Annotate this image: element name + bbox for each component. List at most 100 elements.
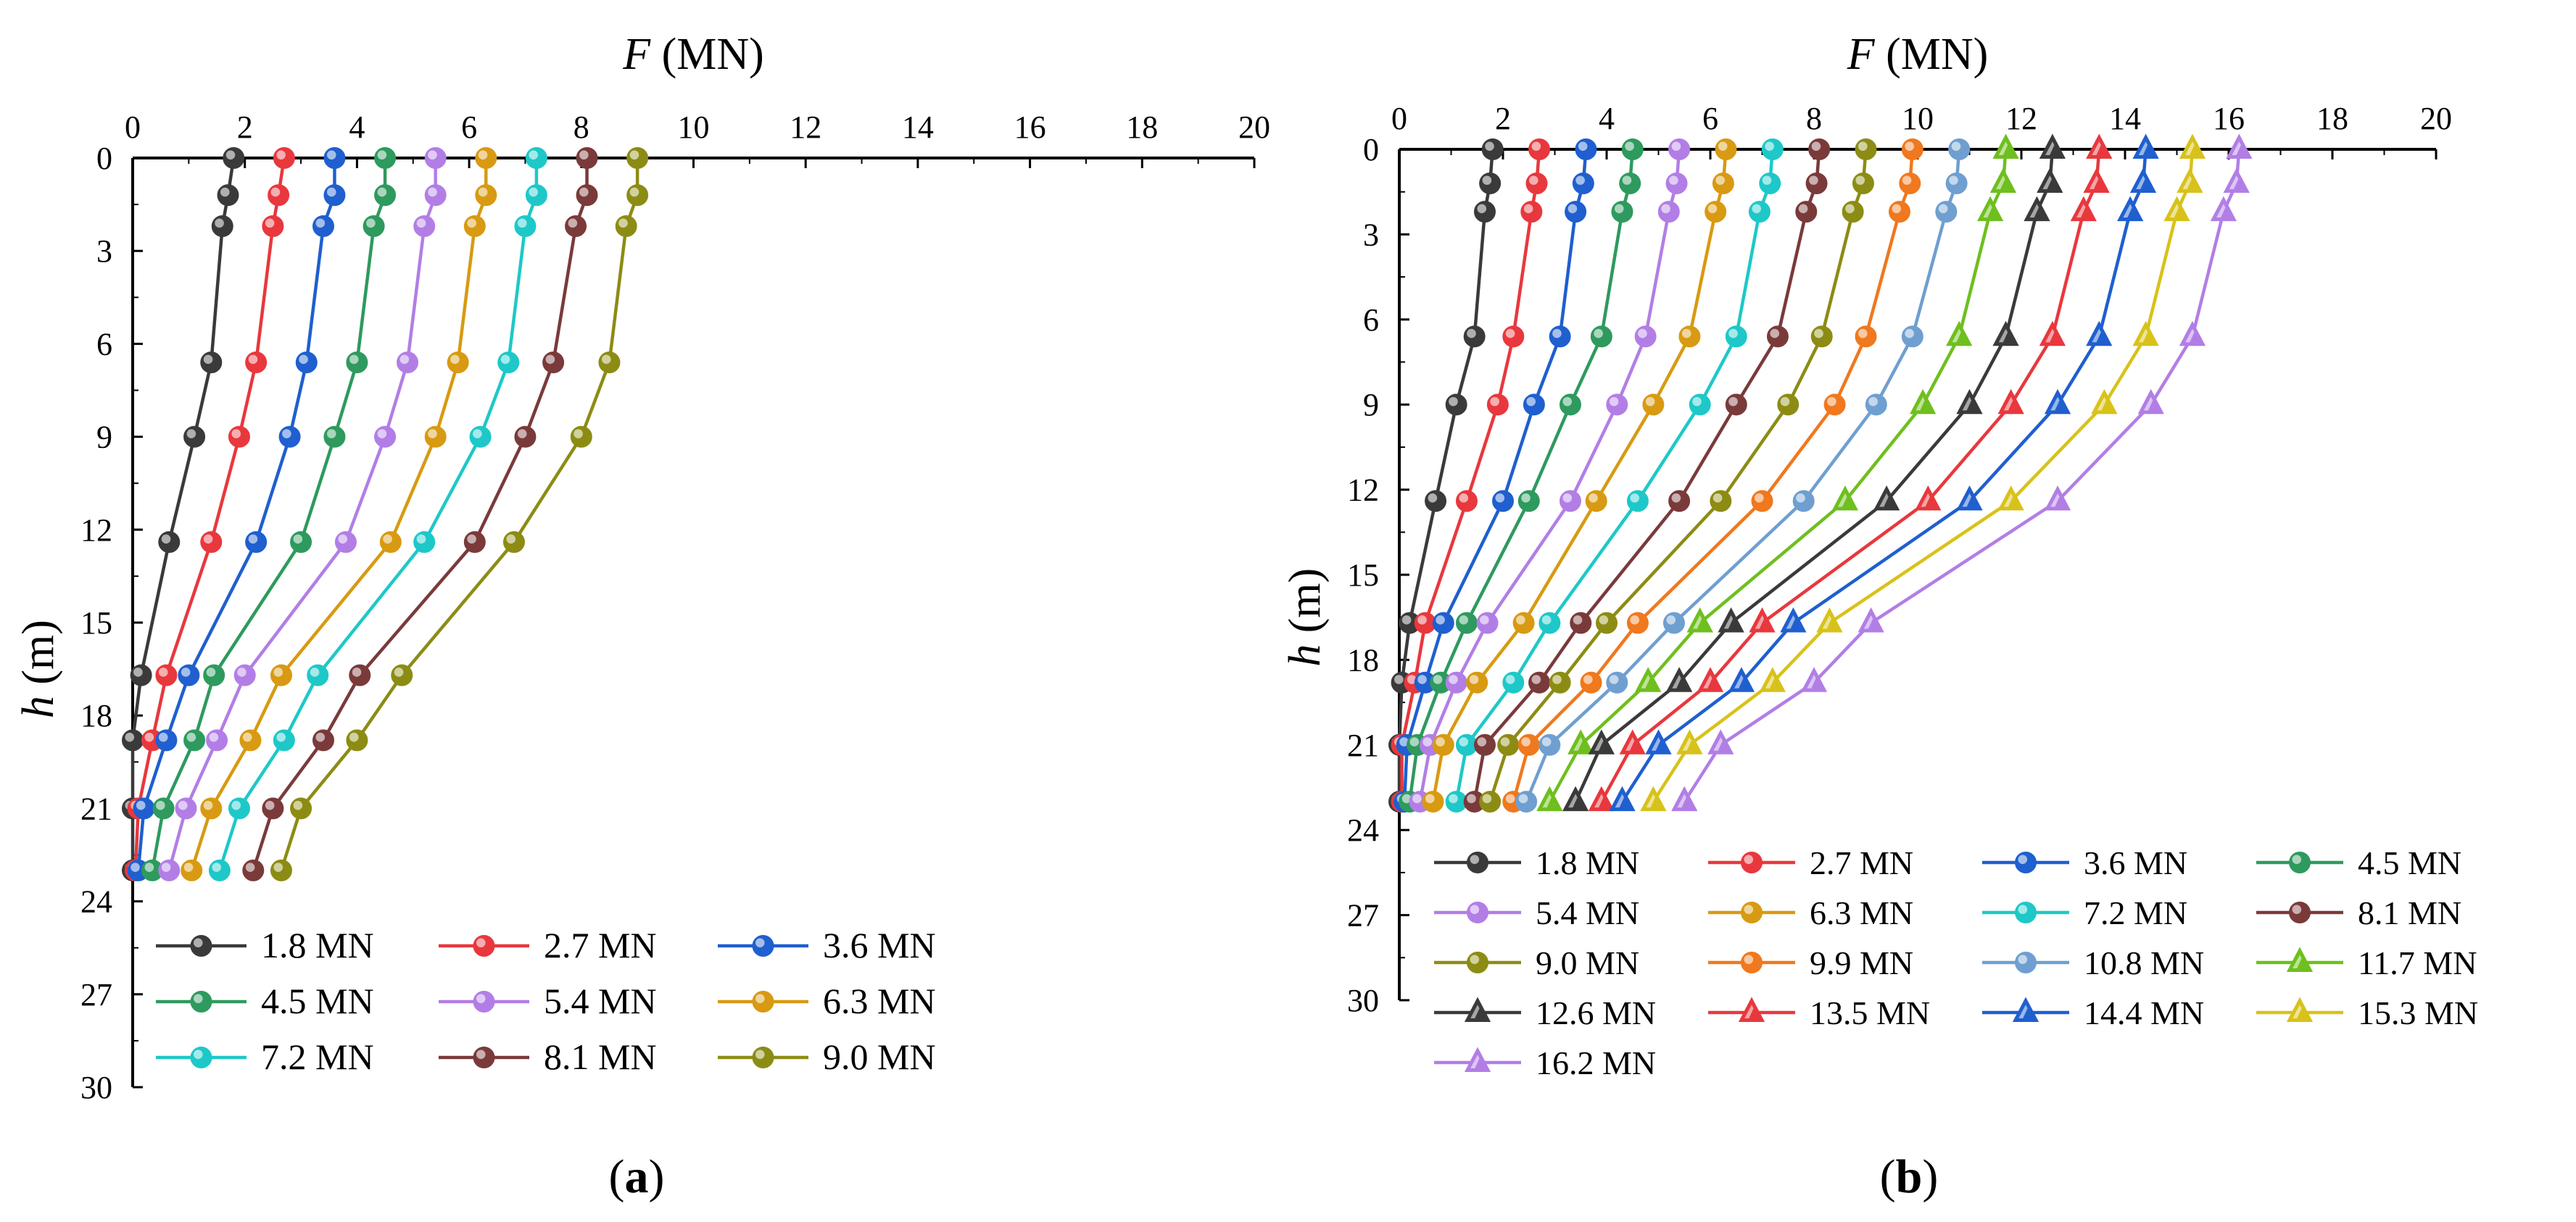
series-line xyxy=(1431,149,1728,802)
series-7_2-MN xyxy=(208,147,547,881)
data-point-highlight xyxy=(1425,794,1435,804)
data-point-highlight xyxy=(1449,675,1458,684)
legend-marker-shade xyxy=(2296,957,2310,970)
series-9_0-MN xyxy=(1479,138,1877,813)
legend-item: 5.4 MN xyxy=(439,981,657,1021)
data-point-highlight xyxy=(517,429,527,438)
data-point-highlight xyxy=(1467,328,1476,338)
legend-marker-highlight xyxy=(1744,855,1754,865)
legend-item: 6.3 MN xyxy=(718,981,936,1021)
data-point-highlight xyxy=(352,668,362,677)
legend-marker-highlight xyxy=(2292,855,2302,865)
data-point-highlight xyxy=(467,218,476,228)
y-axis-title-unit: (m) xyxy=(1280,568,1330,644)
data-point-highlight xyxy=(209,732,219,742)
data-point-highlight xyxy=(1500,737,1510,747)
y-tick-label: 21 xyxy=(1347,728,1379,763)
legend-item: 11.7 MN xyxy=(2256,944,2477,981)
data-point-highlight xyxy=(1505,675,1515,684)
data-point-highlight xyxy=(478,187,488,197)
data-point-highlight xyxy=(1762,175,1772,186)
x-tick-label: 6 xyxy=(1702,101,1718,136)
data-point-highlight xyxy=(1567,204,1578,214)
data-point-highlight xyxy=(1518,794,1528,804)
data-point-highlight xyxy=(1528,175,1538,186)
series-line xyxy=(167,158,437,871)
series-line xyxy=(131,157,236,870)
data-point-highlight xyxy=(1622,175,1632,186)
data-point-highlight xyxy=(1798,204,1808,214)
data-point-highlight xyxy=(1526,396,1536,407)
data-point-highlight xyxy=(529,187,539,197)
data-point-highlight xyxy=(1671,141,1681,151)
legend-item: 2.7 MN xyxy=(439,925,657,965)
data-point-triangle-shade xyxy=(2000,178,2013,191)
data-point-triangle-shade xyxy=(2033,207,2047,220)
y-tick-label: 3 xyxy=(96,233,112,269)
data-point-highlight xyxy=(203,534,213,544)
series-9_9-MN xyxy=(1502,138,1923,813)
data-point-highlight xyxy=(1417,675,1427,684)
data-point-highlight xyxy=(1495,493,1505,503)
legend-item: 4.5 MN xyxy=(2256,844,2461,881)
data-point-highlight xyxy=(273,863,283,872)
data-point-highlight xyxy=(1692,396,1702,407)
x-tick-label: 8 xyxy=(1806,101,1822,136)
legend-marker-highlight xyxy=(755,1049,765,1060)
data-point-highlight xyxy=(1938,204,1948,214)
legend-marker-highlight xyxy=(1470,855,1480,865)
legend-label: 3.6 MN xyxy=(823,925,936,965)
data-point-highlight xyxy=(1752,204,1762,214)
data-point-triangle-shade xyxy=(1618,797,1633,810)
data-point-highlight xyxy=(1433,675,1443,684)
series-line xyxy=(1402,149,1588,802)
legend-label: 7.2 MN xyxy=(261,1036,374,1077)
legend-label: 15.3 MN xyxy=(2358,994,2478,1031)
data-point-highlight xyxy=(1417,615,1427,625)
data-point-highlight xyxy=(1531,675,1541,684)
data-point-highlight xyxy=(1436,737,1445,747)
data-point-triangle-shade xyxy=(1546,797,1560,810)
panel-label-open: ( xyxy=(609,1150,625,1203)
x-tick-label: 0 xyxy=(1391,101,1407,136)
legend-item: 4.5 MN xyxy=(156,981,374,1021)
series-6_3-MN xyxy=(1422,138,1737,813)
series-12_6-MN xyxy=(1562,133,2066,812)
legend-item: 14.4 MN xyxy=(1982,994,2204,1031)
panel-label: (b) xyxy=(1880,1150,1939,1203)
data-point-highlight xyxy=(1428,493,1438,503)
series-line xyxy=(1397,149,1494,802)
data-point-triangle-shade xyxy=(2147,399,2161,412)
data-point-highlight xyxy=(338,534,348,544)
data-point-highlight xyxy=(1609,396,1619,407)
data-point-highlight xyxy=(178,800,188,810)
data-point-triangle-shade xyxy=(1924,496,1939,509)
y-tick-label: 18 xyxy=(1347,642,1379,678)
legend-item: 9.0 MN xyxy=(1434,944,1639,981)
data-point-highlight xyxy=(1583,675,1593,684)
data-point-highlight xyxy=(158,668,168,677)
data-point-highlight xyxy=(276,150,286,160)
y-tick-label: 18 xyxy=(80,698,112,733)
data-point-triangle-shade xyxy=(1649,797,1664,810)
x-tick-label: 14 xyxy=(902,109,934,145)
series-line xyxy=(1548,149,2008,803)
x-tick-label: 10 xyxy=(1902,101,1934,136)
data-point-triangle-shade xyxy=(2002,331,2016,344)
data-point-highlight xyxy=(315,218,326,228)
series-line xyxy=(133,157,286,870)
legend-item: 7.2 MN xyxy=(156,1036,374,1077)
panel-label: (a) xyxy=(609,1150,665,1203)
data-point-highlight xyxy=(156,800,165,810)
legend-marker-shade xyxy=(2022,1007,2036,1021)
data-point-highlight xyxy=(1814,328,1823,338)
series-15_3-MN xyxy=(1640,133,2206,812)
data-point-triangle-shade xyxy=(1707,678,1720,691)
data-point-highlight xyxy=(394,668,404,677)
data-point-highlight xyxy=(618,218,628,228)
data-point-highlight xyxy=(326,150,336,160)
legend-item: 6.3 MN xyxy=(1708,894,1913,931)
y-tick-label: 0 xyxy=(1363,132,1379,167)
